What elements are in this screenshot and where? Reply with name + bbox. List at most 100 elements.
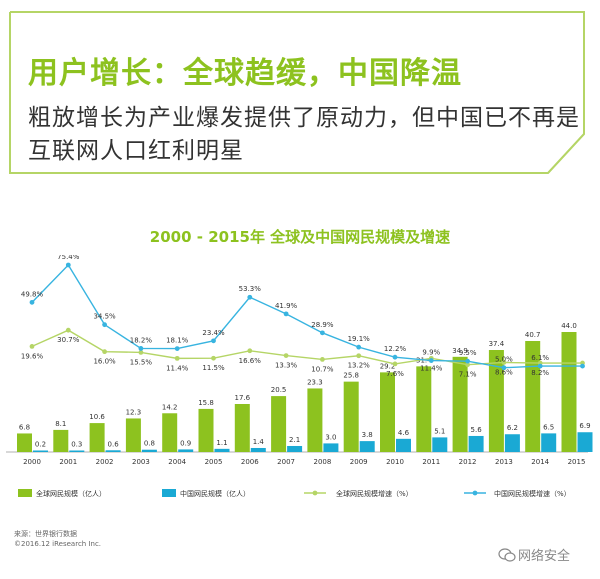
bar-label-china-2004: 0.9 <box>180 439 191 447</box>
bar-label-china-2005: 1.1 <box>216 439 227 447</box>
line-global <box>31 329 583 366</box>
bar-label-china-2013: 6.2 <box>507 424 518 432</box>
bar-china-2012 <box>468 435 484 452</box>
x-tick-2004: 2004 <box>168 458 186 466</box>
bar-china-2013 <box>504 434 520 452</box>
legend-swatch-global-bar <box>18 489 32 497</box>
bar-label-china-2007: 2.1 <box>289 436 300 444</box>
bar-china-2002 <box>105 450 121 452</box>
bar-label-global-2004: 14.2 <box>162 403 178 411</box>
point-label-china-2003: 18.2% <box>130 336 153 344</box>
bar-global-2003 <box>125 418 141 452</box>
point-label-global-2006: 16.6% <box>239 357 262 365</box>
point-china-2007 <box>283 311 289 317</box>
bar-china-2015 <box>577 432 593 452</box>
point-global-2008 <box>320 356 325 362</box>
point-label-china-2013: 5.0% <box>495 356 513 364</box>
legend-dot-china <box>472 490 478 496</box>
point-label-china-2011: 9.9% <box>422 349 440 357</box>
bar-global-2013 <box>488 350 504 452</box>
point-label-china-2007: 41.9% <box>275 302 298 310</box>
legend-label-china-bar: 中国网民规模（亿人） <box>180 489 250 498</box>
bar-label-china-2008: 3.0 <box>325 433 336 441</box>
bar-label-global-2005: 15.8 <box>198 399 214 407</box>
bar-label-global-2006: 17.6 <box>235 394 251 402</box>
x-tick-2005: 2005 <box>205 458 223 466</box>
point-label-global-2001: 30.7% <box>57 336 80 344</box>
x-tick-2010: 2010 <box>386 458 404 466</box>
bar-china-2005 <box>214 448 230 452</box>
page-title: 用户增长：全球趋缓，中国降温 <box>28 56 462 91</box>
point-label-global-2000: 19.6% <box>21 352 44 360</box>
point-label-china-2006: 53.3% <box>239 285 262 293</box>
bar-china-2008 <box>323 443 339 452</box>
bar-label-global-2014: 40.7 <box>525 331 541 339</box>
point-label-global-2009: 13.2% <box>348 362 371 370</box>
bar-global-2007 <box>271 396 287 452</box>
point-china-2015 <box>580 363 585 369</box>
point-global-2001 <box>65 327 71 333</box>
point-label-china-2009: 19.1% <box>348 335 371 343</box>
bar-label-global-2008: 23.3 <box>307 378 323 386</box>
x-tick-2002: 2002 <box>96 458 114 466</box>
point-label-china-2014: 6.1% <box>531 354 549 362</box>
bar-global-2004 <box>162 413 178 452</box>
bar-label-global-2002: 10.6 <box>89 413 105 421</box>
point-china-2014 <box>537 363 543 369</box>
bar-label-global-2012: 34.9 <box>452 347 468 355</box>
point-label-global-2012: 7.1% <box>459 371 477 379</box>
bar-china-2010 <box>396 438 411 452</box>
bar-china-2014 <box>541 433 557 452</box>
point-label-china-2001: 75.4% <box>57 255 80 261</box>
point-china-2010 <box>392 354 398 360</box>
point-label-china-2004: 18.1% <box>166 337 189 345</box>
bar-global-2001 <box>53 429 69 452</box>
point-label-global-2011: 11.4% <box>420 364 443 372</box>
legend-label-global-bar: 全球网民规模（亿人） <box>36 489 106 498</box>
point-label-global-2014: 8.2% <box>531 369 549 377</box>
bar-label-china-2012: 5.6 <box>471 426 483 434</box>
bar-label-global-2015: 44.0 <box>561 322 577 330</box>
bar-label-china-2015: 6.9 <box>579 422 590 430</box>
legend-label-china-line: 中国网民规模增速（%） <box>494 489 571 498</box>
bar-china-2003 <box>141 449 157 452</box>
point-label-global-2002: 16.0% <box>93 358 116 366</box>
x-tick-2000: 2000 <box>23 458 41 466</box>
bar-label-global-2007: 20.5 <box>271 386 287 394</box>
point-label-china-2005: 23.4% <box>202 329 225 337</box>
legend-dot-global <box>312 490 318 496</box>
point-china-2006 <box>247 294 253 300</box>
subtitle-line-1: 粗放增长为产业爆发提供了原动力，但中国已不再是 <box>28 105 580 131</box>
x-tick-2009: 2009 <box>350 458 368 466</box>
point-china-2011 <box>428 358 434 363</box>
bar-global-2010 <box>380 372 395 452</box>
bar-global-2000 <box>17 433 32 452</box>
x-tick-2012: 2012 <box>459 458 477 466</box>
point-global-2000 <box>29 344 35 349</box>
source-note: 来源：世界银行数据 <box>14 530 77 538</box>
legend-swatch-china-bar <box>162 489 176 497</box>
point-global-2007 <box>283 353 289 358</box>
combo-chart: 6.8 0.2 2000 8.1 0.3 2001 10.6 0.6 2002 12.3 0.8 20… <box>6 255 593 498</box>
x-tick-2006: 2006 <box>241 458 259 466</box>
point-china-2012 <box>465 358 470 364</box>
bar-label-china-2002: 0.6 <box>108 440 120 448</box>
point-label-china-2008: 28.9% <box>311 321 334 329</box>
bar-global-2008 <box>307 388 323 452</box>
point-label-global-2010: 7.6% <box>386 370 404 378</box>
point-china-2000 <box>29 299 35 305</box>
point-china-2002 <box>102 322 107 328</box>
x-tick-2015: 2015 <box>568 458 586 466</box>
subtitle-line-2: 互联网人口红利明星 <box>28 138 244 164</box>
point-china-2003 <box>138 346 144 351</box>
x-tick-2011: 2011 <box>422 458 440 466</box>
bar-label-china-2003: 0.8 <box>144 440 155 448</box>
point-global-2005 <box>211 355 216 361</box>
bar-label-global-2010: 29.2 <box>380 362 396 370</box>
bar-global-2012 <box>452 356 468 452</box>
bar-label-china-2000: 0.2 <box>35 441 46 449</box>
bar-label-global-2009: 25.8 <box>343 372 359 380</box>
bar-label-global-2003: 12.3 <box>126 408 142 416</box>
point-label-global-2005: 11.5% <box>202 364 225 372</box>
point-label-china-2012: 9.5% <box>459 349 477 357</box>
